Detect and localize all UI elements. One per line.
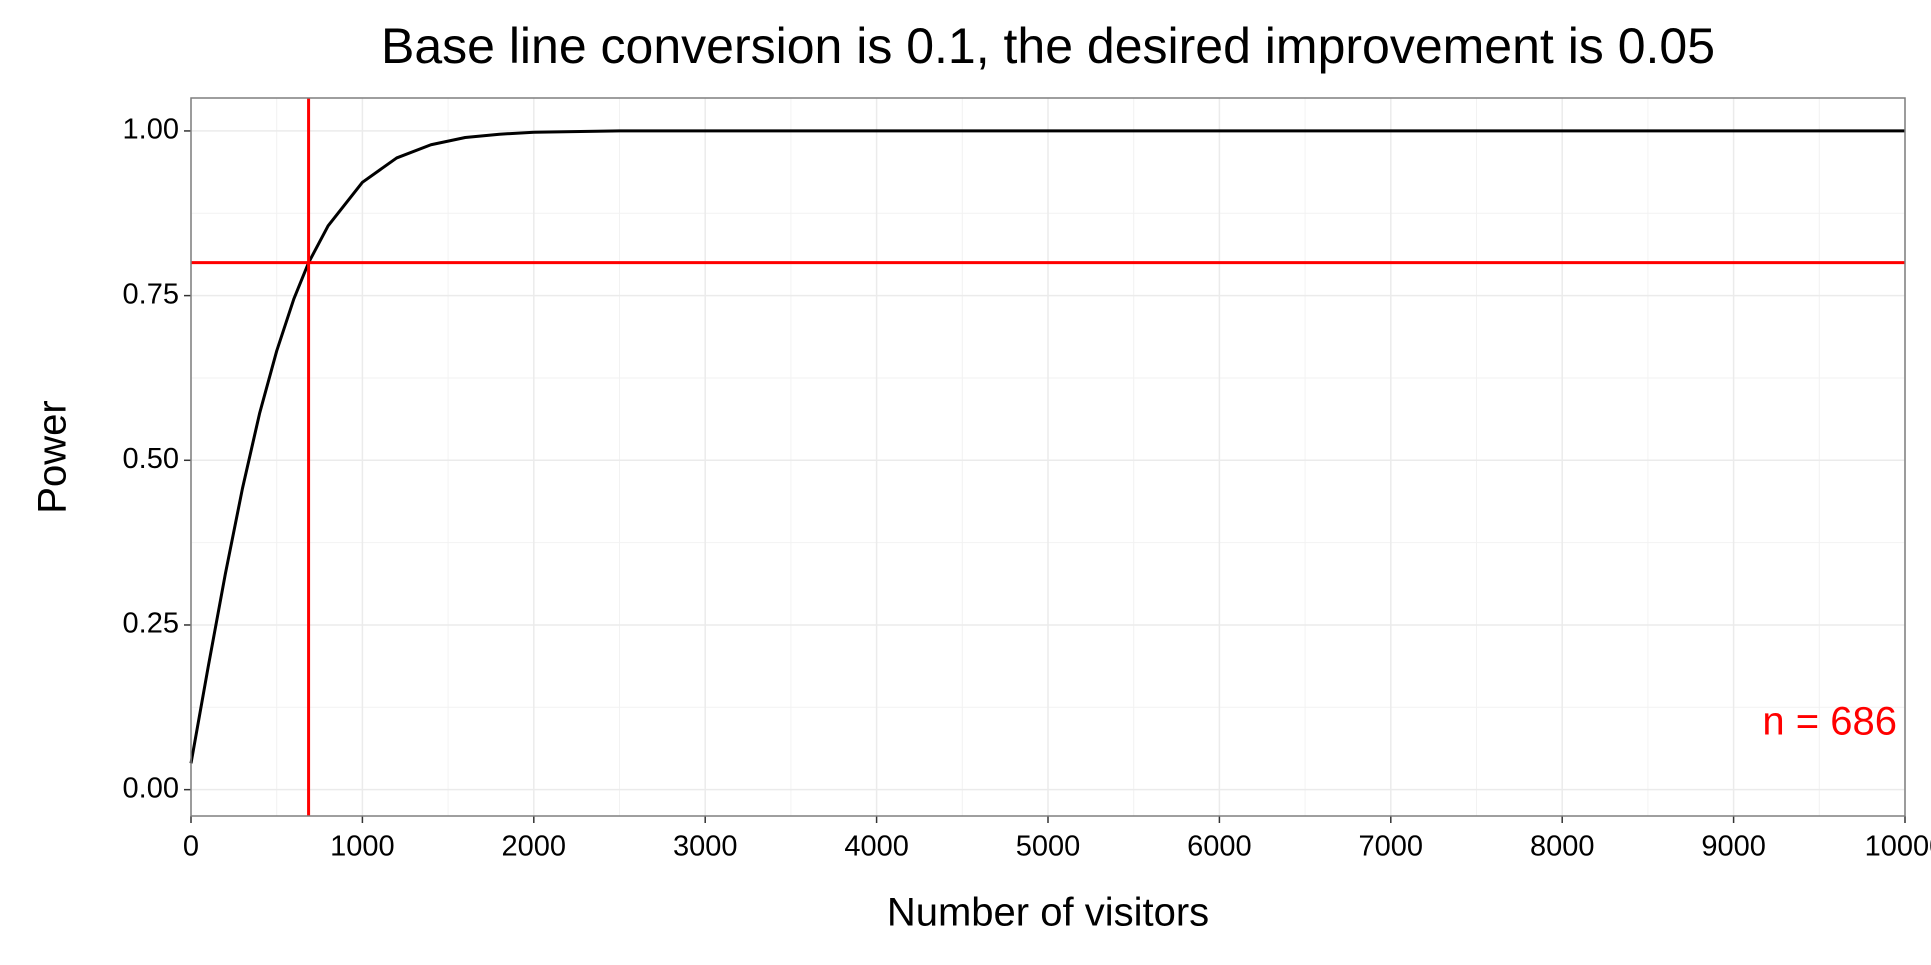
y-tick-label: 0.50	[123, 443, 179, 475]
x-tick-label: 3000	[673, 831, 738, 863]
x-tick-label: 9000	[1701, 831, 1766, 863]
y-axis-title: Power	[31, 400, 75, 513]
panel-border	[190, 97, 1906, 817]
y-tick-label: 0.25	[123, 608, 179, 640]
y-tick-label: 0.75	[123, 278, 179, 310]
x-tick-label: 7000	[1359, 831, 1424, 863]
chart-title: Base line conversion is 0.1, the desired…	[381, 18, 1715, 74]
x-tick-label: 1000	[330, 831, 395, 863]
annotation: n = 686	[1762, 700, 1897, 744]
x-tick-label: 8000	[1530, 831, 1595, 863]
x-tick-label: 2000	[502, 831, 567, 863]
x-axis-title: Number of visitors	[887, 891, 1209, 935]
y-tick-label: 0.00	[123, 772, 179, 804]
y-tick-label: 1.00	[123, 114, 179, 146]
x-tick-label: 6000	[1187, 831, 1252, 863]
x-tick-label: 4000	[844, 831, 909, 863]
x-tick-label: 5000	[1016, 831, 1081, 863]
power-curve	[189, 129, 1905, 764]
x-tick-label: 0	[183, 831, 199, 863]
